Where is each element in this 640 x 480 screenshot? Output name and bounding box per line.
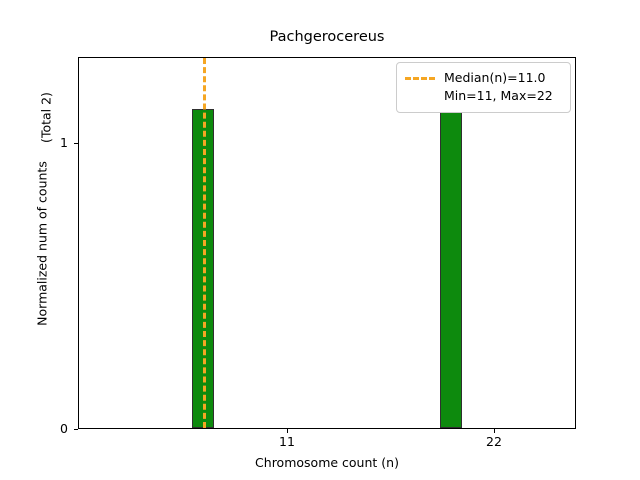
x-tick-label-11: 11 xyxy=(279,434,295,449)
plot-area xyxy=(78,57,576,429)
legend-item-median: Median(n)=11.0 xyxy=(405,69,562,87)
chart-title: Pachgerocereus xyxy=(269,29,385,45)
legend-item-minmax: Min=11, Max=22 xyxy=(405,87,562,105)
y-axis-total-label: (Total 2) xyxy=(38,92,54,143)
y-tick-mark-0 xyxy=(74,429,78,430)
x-axis-label: Chromosome count (n) xyxy=(255,455,399,470)
dashed-line-icon xyxy=(405,76,435,80)
y-tick-mark-1 xyxy=(74,143,78,144)
x-tick-label-22: 22 xyxy=(486,434,502,449)
bar-22 xyxy=(440,109,462,428)
legend: Median(n)=11.0 Min=11, Max=22 xyxy=(396,62,571,113)
median-line xyxy=(203,58,206,428)
x-tick-mark-11 xyxy=(287,429,288,433)
y-tick-label-0: 0 xyxy=(60,421,68,436)
legend-label-minmax: Min=11, Max=22 xyxy=(444,88,553,103)
legend-label-median: Median(n)=11.0 xyxy=(444,70,546,85)
x-tick-mark-22 xyxy=(494,429,495,433)
y-tick-label-1: 1 xyxy=(60,135,68,150)
